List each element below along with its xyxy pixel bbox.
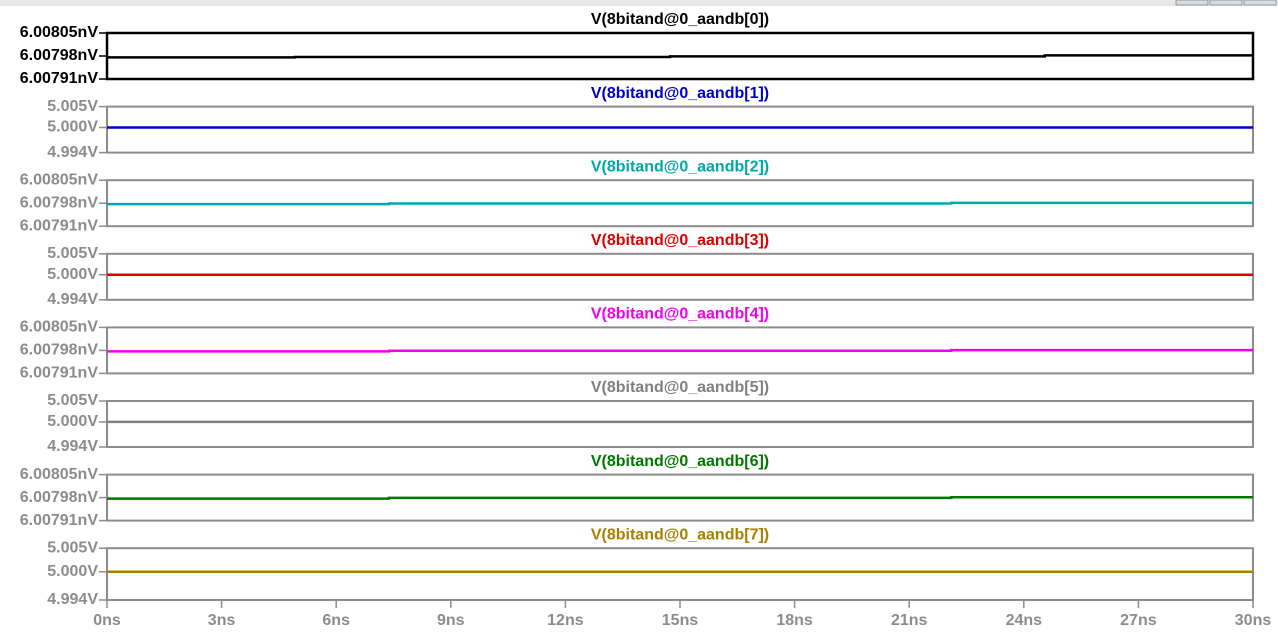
x-tick-label: 21ns: [891, 612, 928, 629]
y-tick-label: 5.005V: [47, 98, 98, 115]
waveform: [107, 348, 1253, 353]
waveform: [107, 496, 1253, 500]
y-tick-label: 4.994V: [47, 291, 98, 308]
pane-title: V(8bitand@0_aandb[2]): [591, 158, 769, 175]
y-tick-label: 6.00798nV: [20, 194, 99, 211]
x-tick-label: 15ns: [662, 612, 699, 629]
pane-title: V(8bitand@0_aandb[3]): [591, 232, 769, 249]
x-tick-label: 24ns: [1006, 612, 1043, 629]
window-strip: [0, 0, 1278, 6]
pane-title: V(8bitand@0_aandb[4]): [591, 306, 769, 323]
y-tick-label: 4.994V: [47, 144, 98, 161]
y-tick-label: 6.00805nV: [20, 319, 99, 336]
pane-title: V(8bitand@0_aandb[6]): [591, 453, 769, 470]
x-tick-label: 30ns: [1235, 612, 1272, 629]
y-tick-label: 6.00798nV: [20, 489, 99, 506]
pane-title: V(8bitand@0_aandb[7]): [591, 526, 769, 543]
x-tick-label: 27ns: [1120, 612, 1157, 629]
y-tick-label: 6.00791nV: [20, 365, 99, 382]
x-tick-label: 6ns: [322, 612, 350, 629]
maximize-button[interactable]: [1209, 0, 1243, 6]
y-tick-label: 6.00798nV: [20, 342, 99, 359]
y-tick-label: 5.000V: [47, 119, 98, 136]
pane-title: V(8bitand@0_aandb[1]): [591, 85, 769, 102]
y-tick-label: 4.994V: [47, 438, 98, 455]
y-tick-label: 6.00805nV: [20, 24, 99, 41]
y-tick-label: 5.005V: [47, 539, 98, 556]
x-tick-label: 12ns: [547, 612, 584, 629]
waveform: [107, 54, 1253, 59]
y-tick-label: 5.000V: [47, 413, 98, 430]
x-tick-label: 0ns: [93, 612, 121, 629]
plot-frame: [106, 400, 1254, 448]
x-tick-label: 18ns: [776, 612, 813, 629]
plot-frame: [106, 547, 1254, 602]
y-tick-label: 5.000V: [47, 563, 98, 580]
y-tick-label: 6.00791nV: [20, 512, 99, 529]
plot-frame: [106, 252, 1254, 301]
close-button[interactable]: [1243, 0, 1277, 6]
y-tick-label: 6.00805nV: [20, 171, 99, 188]
plot-frame: [106, 105, 1254, 154]
y-tick-label: 5.005V: [47, 245, 98, 262]
y-tick-label: 6.00798nV: [20, 47, 99, 64]
pane-title: V(8bitand@0_aandb[0]): [591, 11, 769, 28]
y-tick-label: 4.994V: [47, 591, 98, 608]
x-tick-label: 3ns: [208, 612, 236, 629]
y-tick-label: 5.005V: [47, 392, 98, 409]
pane-title: V(8bitand@0_aandb[5]): [591, 379, 769, 396]
waveform: [107, 201, 1253, 206]
y-tick-label: 6.00805nV: [20, 466, 99, 483]
y-tick-label: 5.000V: [47, 266, 98, 283]
x-tick-label: 9ns: [437, 612, 465, 629]
y-tick-label: 6.00791nV: [20, 217, 99, 234]
y-tick-label: 6.00791nV: [20, 70, 99, 87]
minimize-button[interactable]: [1175, 0, 1209, 6]
